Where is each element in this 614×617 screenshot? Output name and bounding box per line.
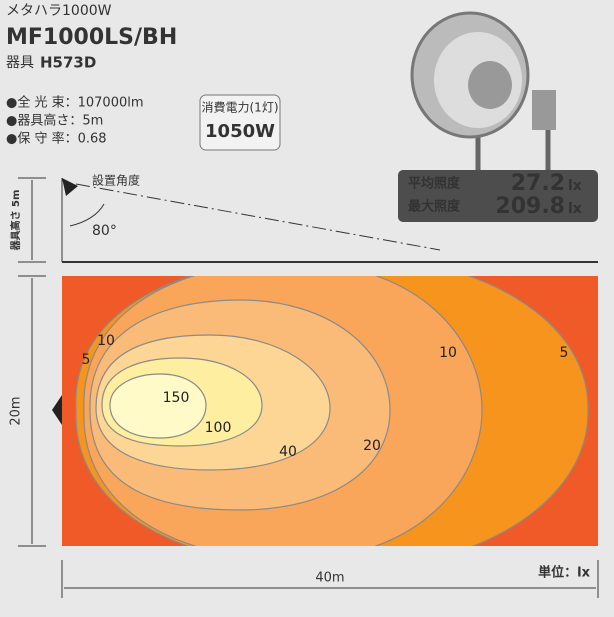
angle-label: 設置角度 <box>92 173 140 188</box>
avg-unit: lx <box>568 178 582 194</box>
max-label: 最大照度 <box>408 199 461 215</box>
max-value: 209.8 <box>495 194 565 219</box>
fixture-icon <box>52 395 62 425</box>
illuminance-box <box>398 170 598 222</box>
depth: 20m <box>9 396 24 425</box>
unit: 単位：lx <box>538 565 590 581</box>
model: MF1000LS/BH <box>6 25 177 50</box>
series: メタハラ1000W <box>6 3 112 19</box>
avg-value: 27.2 <box>511 171 565 196</box>
max-unit: lx <box>568 201 582 217</box>
fixture-label: 器具 <box>6 55 34 71</box>
contour-label: 40 <box>279 444 297 460</box>
avg-label: 平均照度 <box>408 176 461 192</box>
dimensions <box>18 275 599 598</box>
contour-label: 10 <box>97 333 115 349</box>
contour-label: 5 <box>82 352 91 368</box>
contour-label: 100 <box>205 420 232 436</box>
angle: 80° <box>92 223 117 239</box>
spec: ●保 守 率：0.68 <box>6 131 107 147</box>
fixture: H573D <box>40 54 96 72</box>
contours <box>75 276 589 546</box>
lamp-image <box>410 11 556 175</box>
contour-label: 10 <box>439 345 457 361</box>
fixture-icon <box>62 178 78 196</box>
power-value: 1050W <box>205 121 275 142</box>
spec: ●器具高さ：5m <box>6 113 103 129</box>
contour-label: 150 <box>163 390 190 406</box>
contour-label: 20 <box>363 438 381 454</box>
height: 器具高さ 5m <box>9 190 22 252</box>
contour-label: 5 <box>560 345 569 361</box>
power-box <box>199 94 281 151</box>
side-view <box>18 177 598 263</box>
power-label: 消費電力(1灯) <box>202 100 279 115</box>
spec: ●全 光 束：107000lm <box>6 95 144 111</box>
width: 40m <box>315 571 344 586</box>
